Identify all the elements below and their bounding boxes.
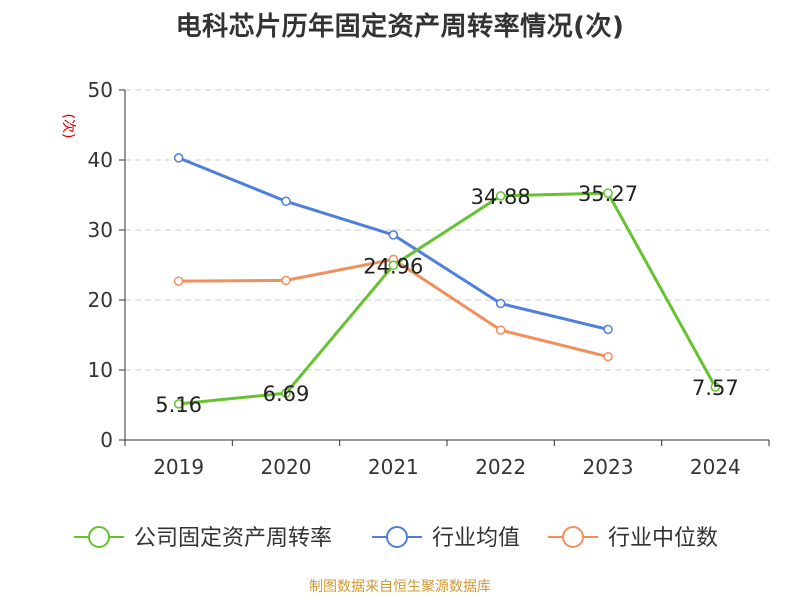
series-line (177, 191, 717, 406)
chart-title: 电科芯片历年固定资产周转率情况(次) (175, 12, 625, 42)
y-tick-label: 10 (88, 358, 113, 382)
legend-item: 行业中位数 (548, 526, 718, 551)
data-point (281, 196, 291, 207)
x-tick-label: 2020 (261, 455, 312, 479)
data-source-footer: 制图数据来自恒生聚源数据库 (309, 579, 491, 595)
legend-item: 公司固定资产周转率 (74, 526, 332, 551)
data-point (173, 276, 184, 286)
data-label: 7.57 (692, 376, 739, 400)
data-label: 34.88 (471, 185, 531, 209)
data-label: 35.27 (578, 182, 638, 206)
data-point (495, 191, 506, 201)
data-point (173, 399, 184, 409)
legend-marker (562, 526, 584, 548)
data-point (710, 382, 721, 392)
y-axis-unit-label: (次) (60, 114, 76, 139)
series-0: 5.16 6.69 24.96 34.88 35.27 7.57 (155, 182, 738, 417)
y-tick-label: 0 (100, 428, 113, 452)
data-label: 24.96 (363, 254, 423, 278)
legend-label: 行业均值 (432, 526, 520, 551)
data-label: 5.16 (155, 393, 202, 417)
data-point (281, 388, 291, 398)
series-line (177, 156, 610, 331)
x-tick-label: 2021 (368, 455, 419, 479)
series-2 (173, 254, 613, 362)
x-tick-label: 2019 (153, 455, 204, 479)
data-point (603, 324, 613, 335)
data-point (173, 153, 184, 163)
data-point (388, 230, 399, 240)
legend-label: 行业中位数 (608, 526, 718, 551)
x-tick-label: 2023 (583, 455, 634, 479)
series-1 (173, 153, 613, 335)
data-point (281, 275, 291, 286)
legend-item: 行业均值 (372, 526, 520, 551)
data-point (603, 351, 613, 362)
legend-marker (386, 526, 408, 548)
y-tick-label: 40 (88, 148, 113, 172)
data-point (388, 260, 399, 271)
legend-marker (88, 526, 110, 548)
data-point (603, 188, 613, 198)
data-label: 6.69 (263, 382, 310, 406)
y-tick-label: 50 (88, 78, 113, 102)
x-tick-label: 2024 (690, 455, 741, 479)
x-tick-label: 2022 (475, 455, 526, 479)
data-point (495, 298, 506, 309)
legend-label: 公司固定资产周转率 (134, 526, 332, 551)
y-tick-label: 30 (88, 218, 113, 242)
legend: 公司固定资产周转率 行业均值 行业中位数 (74, 526, 718, 551)
y-tick-label: 20 (88, 288, 113, 312)
data-point (495, 325, 506, 335)
